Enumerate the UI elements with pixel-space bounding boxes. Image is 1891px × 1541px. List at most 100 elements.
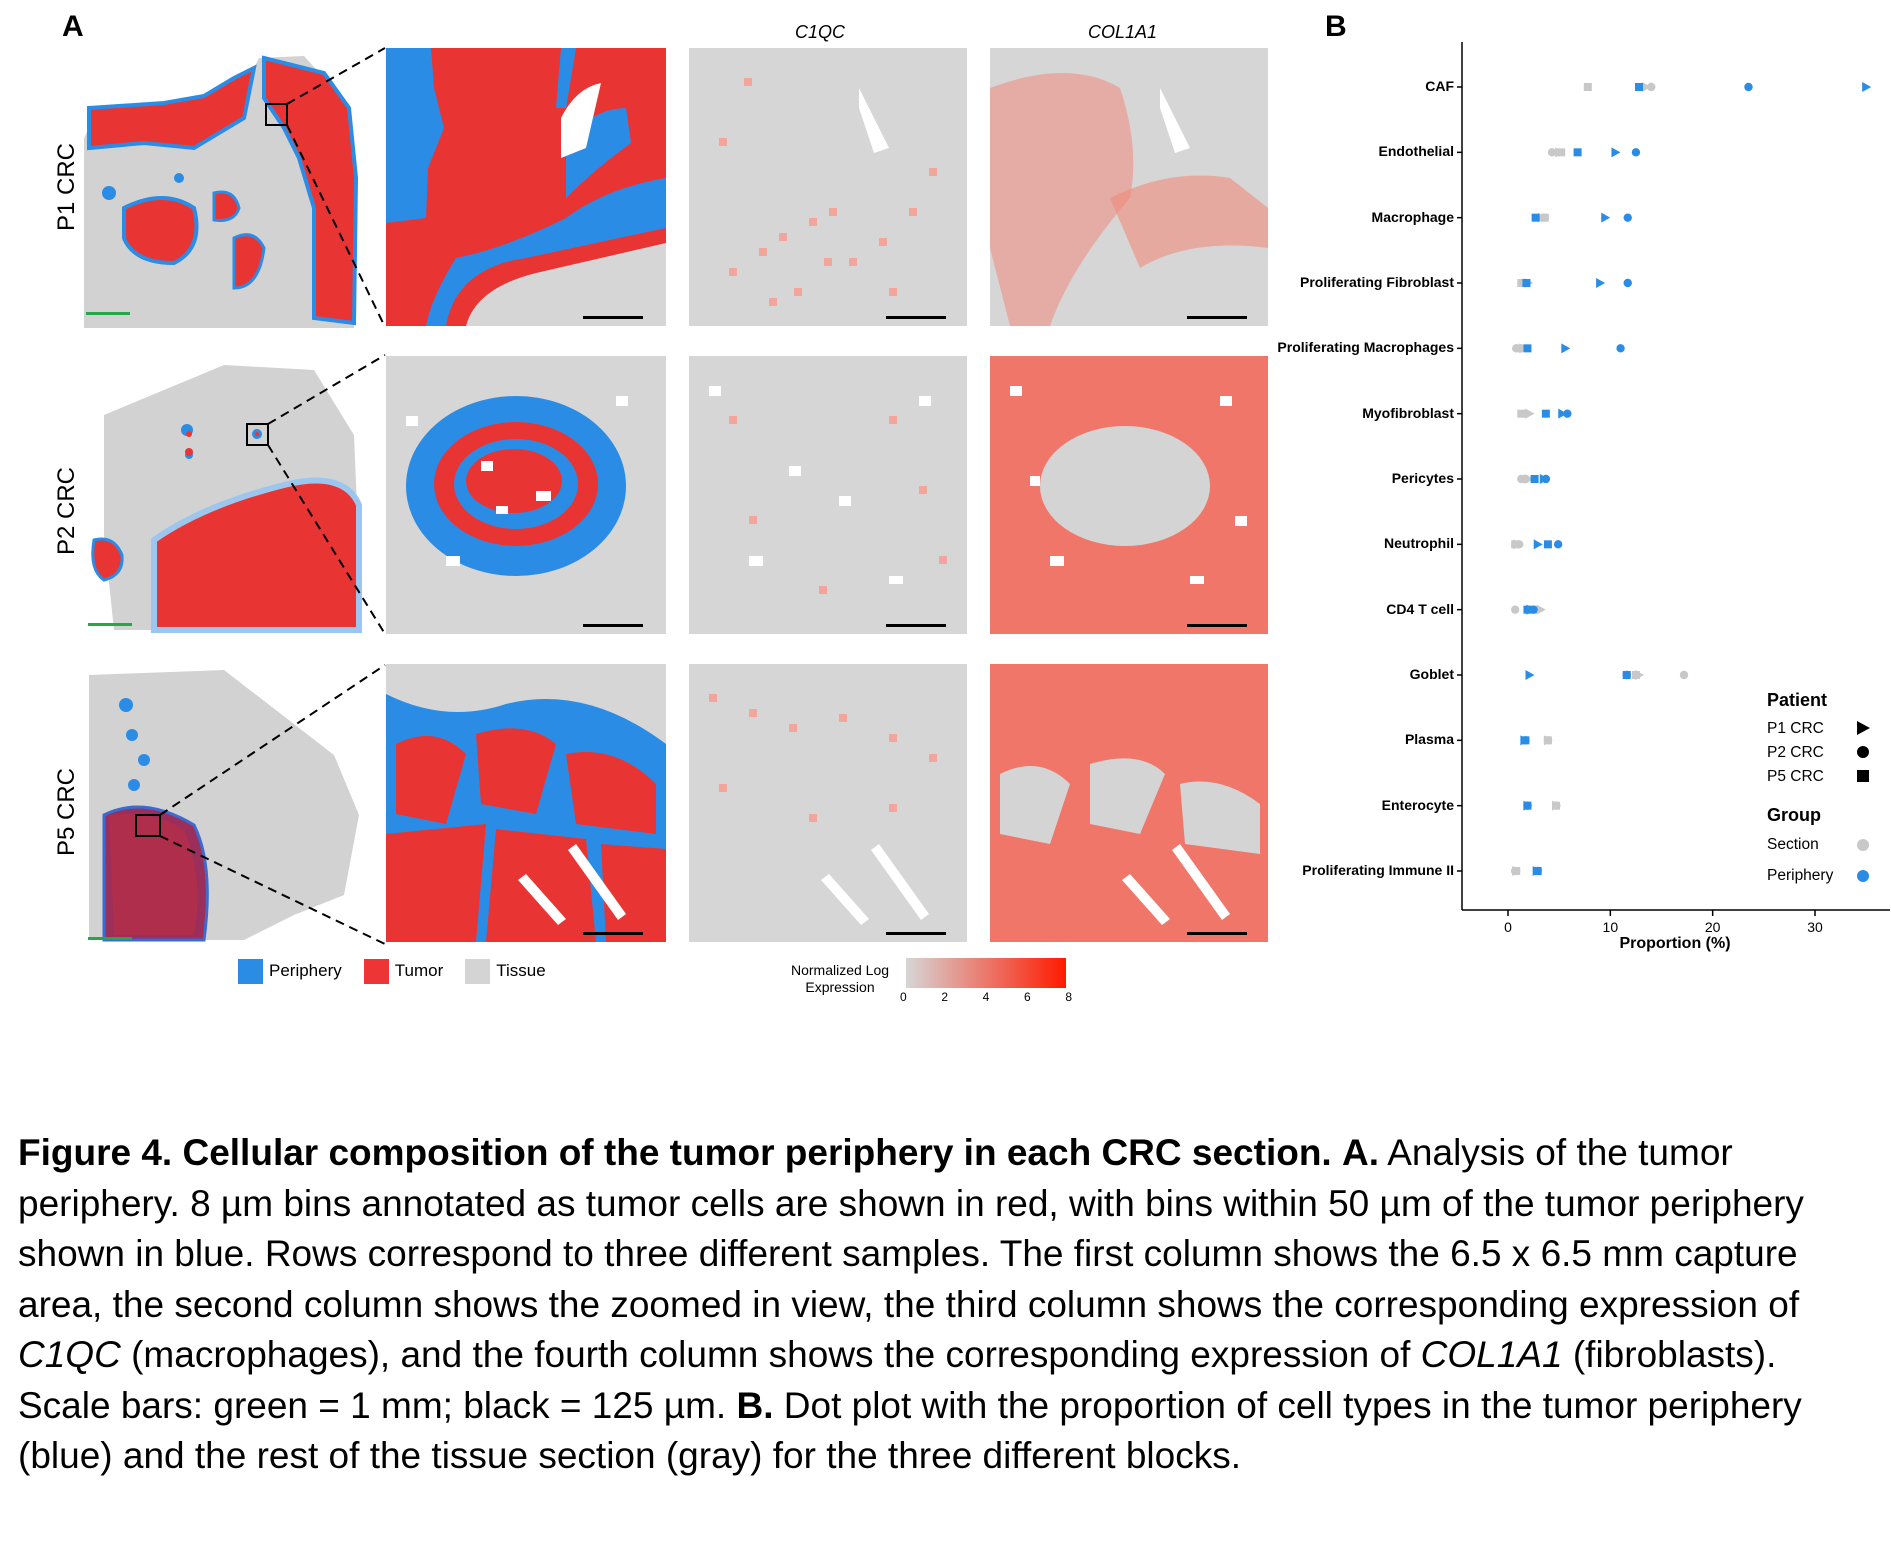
legend-swatch-tissue (465, 958, 491, 984)
data-point-square (1511, 540, 1520, 549)
x-tick-label: 20 (1705, 919, 1721, 935)
data-point-triangle (1525, 670, 1535, 680)
data-point-triangle (1642, 82, 1652, 92)
data-point-circle (1529, 605, 1538, 614)
data-point-circle (1623, 278, 1632, 288)
colorbar-tick: 6 (1023, 990, 1031, 1004)
data-point-circle (1744, 82, 1753, 92)
colorbar-title-line1: Normalized Log (790, 962, 890, 978)
panel-a-letter: A (62, 10, 84, 43)
data-point-square (1523, 344, 1532, 353)
legend-label-tissue: Tissue (496, 961, 546, 980)
zoom-annotation-p1 (386, 48, 666, 326)
caption-a-text-3: (fibroblasts). Scale bars: green = 1 mm;… (18, 1334, 1777, 1426)
caption-fig-label: Figure 4. (18, 1132, 173, 1173)
col1a1-p2 (990, 356, 1268, 634)
colorbar-gradient (906, 958, 1066, 988)
colorbar-tick: 4 (982, 990, 990, 1004)
overview-p2 (84, 355, 364, 635)
data-point-square (1631, 671, 1640, 679)
category-label: Proliferating Macrophages (1277, 339, 1454, 356)
colorbar-title: Normalized Log Expression (770, 962, 910, 996)
data-point-square (1573, 148, 1582, 157)
data-point-square (1622, 671, 1631, 679)
data-point-square (1634, 83, 1643, 91)
patient-legend-shapes (1857, 721, 1870, 782)
data-point-square (1557, 148, 1566, 157)
data-point-circle (1616, 344, 1625, 353)
category-label: Goblet (1409, 666, 1454, 682)
x-tick-label: 30 (1807, 919, 1823, 935)
colorbar-title-line2: Expression (805, 979, 875, 995)
square-icon (1857, 770, 1869, 782)
data-point-square (1515, 344, 1524, 353)
group-legend-title: Group (1767, 805, 1821, 825)
zoom-annotation-p5 (386, 664, 666, 942)
section-dot-icon (1857, 839, 1869, 851)
patient-legend-p2: P2 CRC (1767, 744, 1824, 761)
category-label: Neutrophil (1384, 535, 1454, 552)
category-label: Proliferating Fibroblast (1299, 274, 1454, 290)
category-label: Macrophage (1371, 208, 1454, 225)
patient-legend-title: Patient (1767, 690, 1828, 710)
data-point-square (1517, 409, 1526, 418)
data-point-square (1517, 279, 1526, 287)
category-label: Plasma (1404, 731, 1454, 748)
caption-gene2: COL1A1 (1420, 1334, 1563, 1375)
data-point-square (1523, 801, 1532, 810)
patient-legend-p5: P5 CRC (1767, 768, 1824, 785)
data-point-triangle (1533, 539, 1543, 550)
data-point-square (1521, 736, 1530, 745)
legend-label-periphery: Periphery (269, 961, 342, 980)
dotplot-xlabel: Proportion (%) (1619, 935, 1731, 952)
data-point-square (1523, 605, 1532, 614)
data-point-circle (1510, 605, 1520, 614)
column-header-col1a1: COL1A1 (1088, 22, 1158, 42)
category-label: CD4 T cell (1386, 600, 1454, 617)
data-point-square (1531, 213, 1540, 222)
data-point-circle (1631, 148, 1641, 157)
c1qc-p1 (689, 48, 967, 326)
x-tick-label: 0 (1504, 919, 1512, 935)
data-point-triangle (1558, 408, 1568, 419)
column-header-c1qc: C1QC (795, 22, 846, 42)
caption-a-text-1: Analysis of the tumor periphery. 8 µm bi… (18, 1132, 1804, 1325)
col1a1-p5 (990, 664, 1268, 942)
caption-a-label: A. (1342, 1132, 1379, 1173)
col1a1-p1 (990, 48, 1268, 326)
data-point-square (1533, 867, 1542, 875)
overview-p1 (84, 48, 364, 328)
colorbar-tick: 0 (900, 990, 907, 1004)
patient-legend-p1: P1 CRC (1767, 720, 1824, 737)
c1qc-p2 (689, 356, 967, 634)
category-label: Proliferating Immune II (1302, 862, 1454, 878)
data-point-circle (1541, 474, 1551, 484)
data-point-triangle (1561, 343, 1571, 354)
caption-b-label: B. (736, 1384, 774, 1426)
data-point-circle (1563, 409, 1572, 418)
data-point-triangle (1862, 82, 1872, 92)
data-point-square (1540, 213, 1549, 222)
data-point-square (1583, 83, 1592, 91)
c1qc-p5 (689, 664, 967, 942)
group-legend-section: Section (1767, 836, 1819, 853)
legend-swatch-periphery (238, 958, 263, 984)
data-point-square (1552, 801, 1561, 810)
data-point-triangle (1536, 604, 1546, 615)
category-label: Myofibroblast (1362, 404, 1454, 421)
caption-fig-title: Cellular composition of the tumor periph… (182, 1132, 1332, 1173)
data-point-square (1543, 736, 1552, 745)
data-point-circle (1679, 670, 1689, 680)
category-label: Enterocyte (1381, 796, 1454, 813)
circle-icon (1857, 746, 1869, 758)
category-label: Endothelial (1378, 143, 1454, 160)
category-label: Pericytes (1391, 470, 1454, 486)
data-point-square (1520, 475, 1529, 483)
data-point-triangle (1601, 212, 1611, 223)
data-point-square (1541, 409, 1550, 418)
data-point-square (1543, 540, 1552, 549)
periphery-dot-icon (1857, 870, 1869, 882)
data-point-triangle (1611, 147, 1621, 158)
caption-a-text-2: (macrophages), and the fourth column sho… (131, 1334, 1411, 1375)
group-legend-periphery: Periphery (1767, 867, 1834, 884)
